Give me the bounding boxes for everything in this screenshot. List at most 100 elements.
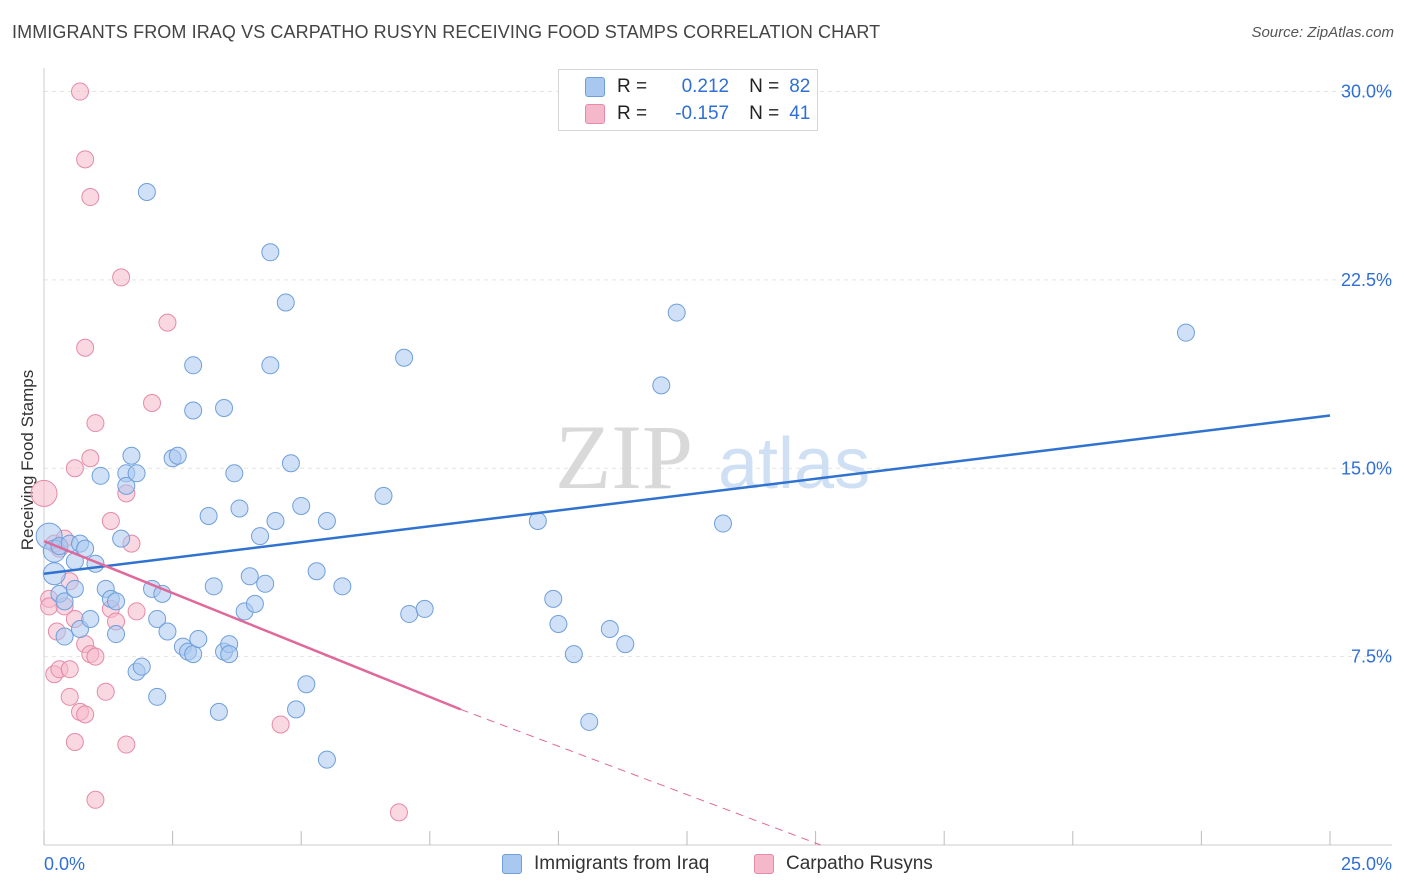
iraq-point [209, 702, 228, 721]
iraq-point [148, 687, 167, 706]
iraq-point [395, 348, 414, 367]
iraq-point [600, 620, 619, 639]
rusyn-point [112, 268, 131, 287]
legend-r-label: R = [617, 103, 648, 124]
rusyn-trend-line [43, 539, 462, 711]
gridlines [44, 91, 1392, 658]
iraq-point [276, 293, 295, 312]
iraq-point [189, 630, 208, 649]
rusyn-point [71, 82, 90, 101]
rusyn-point [65, 733, 84, 752]
axes [43, 68, 1392, 846]
legend-swatch-pink [585, 104, 605, 124]
iraq-point [256, 574, 275, 593]
source-label: Source: ZipAtlas.com [1251, 24, 1394, 41]
iraq-point [137, 183, 156, 202]
rusyn-point [65, 459, 84, 478]
rusyn-point [76, 338, 95, 357]
iraq-point [415, 599, 434, 618]
iraq-point [107, 592, 126, 611]
watermark-atlas: atlas [718, 424, 870, 504]
bottom-legend-rusyn: Carpatho Rusyns [754, 852, 933, 876]
rusyn-point [101, 512, 120, 531]
rusyn-point [76, 705, 95, 724]
iraq-point [65, 579, 84, 598]
rusyn-point [81, 188, 100, 207]
iraq-point [1176, 323, 1195, 342]
legend-r-label: R = [617, 76, 648, 97]
iraq-point [281, 454, 300, 473]
legend-swatch-blue [585, 77, 605, 97]
rusyn-point [158, 313, 177, 332]
iraq-point [230, 499, 249, 518]
bottom-legend-iraq: Immigrants from Iraq [502, 852, 709, 876]
rusyn-point [86, 647, 105, 666]
legend-r-value: -0.157 [675, 103, 730, 124]
iraq-point [292, 496, 311, 515]
iraq-point [55, 627, 74, 646]
iraq-point [616, 635, 635, 654]
iraq-point [261, 356, 280, 375]
iraq-point [240, 567, 259, 586]
rusyn-point [271, 715, 290, 734]
iraq-point [261, 243, 280, 262]
iraq-point [132, 657, 151, 676]
rusyn-point [86, 790, 105, 809]
stats-legend: R = 0.212 N = 82 R = -0.157 N = 41 [558, 69, 818, 131]
legend-n-label: N = [749, 76, 780, 97]
iraq-point [42, 562, 66, 586]
iraq-point [714, 514, 733, 533]
iraq-point [184, 356, 203, 375]
iraq-point [225, 464, 244, 483]
iraq-point [667, 303, 686, 322]
iraq-point [117, 476, 136, 495]
iraq-point [245, 594, 264, 613]
iraq-points [35, 183, 1195, 769]
iraq-point [580, 712, 599, 731]
rusyn-point [127, 602, 146, 621]
legend-r-value: 0.212 [681, 76, 730, 97]
rusyn-point [76, 150, 95, 169]
iraq-point [528, 512, 547, 531]
bottom-legend-label: Carpatho Rusyns [786, 853, 933, 874]
iraq-point [204, 577, 223, 596]
iraq-point [374, 486, 393, 505]
iraq-trend-line [43, 414, 1331, 576]
iraq-point [215, 399, 234, 418]
bottom-legend-label: Immigrants from Iraq [534, 853, 710, 874]
iraq-point [148, 609, 167, 628]
iraq-point [184, 401, 203, 420]
rusyn-point [81, 449, 100, 468]
legend-n-label: N = [749, 103, 780, 124]
iraq-point [317, 512, 336, 531]
iraq-point [549, 614, 568, 633]
legend-n-value: 41 [789, 103, 811, 124]
iraq-point [317, 750, 336, 769]
iraq-point [199, 506, 218, 525]
iraq-point [297, 675, 316, 694]
tick-labels: 7.5% 15.0% 22.5% 30.0% 0.0% 25.0% [44, 82, 1392, 874]
rusyn-point [389, 803, 408, 822]
iraq-point [81, 609, 100, 628]
iraq-point [307, 562, 326, 581]
iraq-point [122, 446, 141, 465]
iraq-point [544, 589, 563, 608]
iraq-point [287, 700, 306, 719]
iraq-point [400, 604, 419, 623]
y-tick-label: 15.0% [1341, 458, 1392, 478]
iraq-point [251, 527, 270, 546]
rusyn-point [60, 687, 79, 706]
rusyn-point [143, 393, 162, 412]
x-tick-label: 25.0% [1341, 854, 1392, 874]
legend-row-rusyn: R = -0.157 N = 41 [585, 101, 810, 127]
y-tick-label: 7.5% [1351, 647, 1392, 667]
rusyn-point [30, 479, 58, 507]
rusyn-point [96, 682, 115, 701]
iraq-point [55, 592, 74, 611]
rusyn-point [117, 735, 136, 754]
iraq-point [127, 464, 146, 483]
rusyn-trend-extension [460, 708, 821, 846]
iraq-point [333, 577, 352, 596]
rusyn-point [60, 660, 79, 679]
